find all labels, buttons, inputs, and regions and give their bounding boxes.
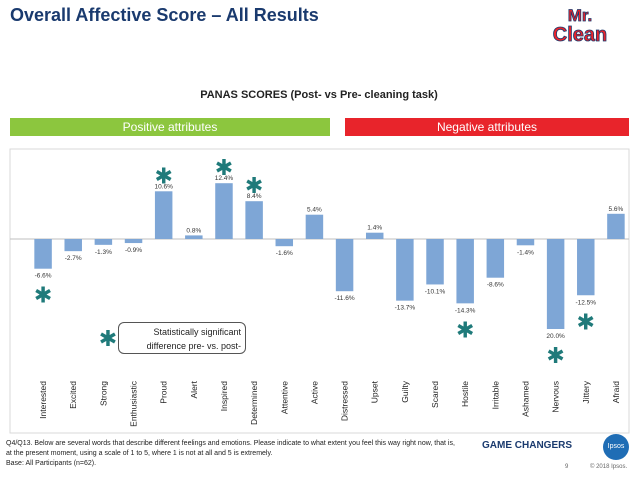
significance-marker: ✱ xyxy=(245,174,263,199)
category-label: Interested xyxy=(38,381,48,419)
bar xyxy=(546,239,565,329)
bar xyxy=(124,239,143,244)
category-label: Upset xyxy=(370,380,380,403)
data-label: 8.4% xyxy=(247,193,262,200)
data-label: -2.7% xyxy=(65,255,82,262)
bar xyxy=(607,213,625,239)
data-label: 12.4% xyxy=(215,175,234,182)
data-label: -8.6% xyxy=(487,282,504,289)
bar xyxy=(396,239,414,301)
data-label: -1.3% xyxy=(95,249,112,256)
category-label: Scared xyxy=(430,381,440,408)
data-label: -0.9% xyxy=(125,247,142,254)
copyright: © 2018 Ipsos. xyxy=(590,464,628,470)
category-label: Strong xyxy=(98,381,108,406)
bar xyxy=(275,239,294,247)
data-label: 20.0% xyxy=(546,333,565,340)
bar xyxy=(305,214,324,239)
page-number: 9 xyxy=(565,464,569,470)
category-label: Afraid xyxy=(611,381,621,403)
category-label: Determined xyxy=(249,381,259,425)
bar xyxy=(486,239,505,278)
significance-marker: ✱ xyxy=(215,156,233,181)
data-label: -13.7% xyxy=(395,305,416,312)
category-label: Alert xyxy=(189,380,199,398)
category-label: Proud xyxy=(159,381,169,404)
data-label: 5.6% xyxy=(609,206,624,213)
data-label: -12.5% xyxy=(575,299,596,306)
data-label: -1.6% xyxy=(276,250,293,257)
bar xyxy=(154,191,173,239)
footnote-base: Base: All Participants (n=62). xyxy=(6,460,97,467)
panas-bar-chart: -6.6% Interested ✱ -2.7% Excited -1.3% Strong -… xyxy=(9,148,630,434)
bar xyxy=(245,201,263,239)
positive-attributes-band: Positive attributes xyxy=(10,118,330,136)
logo-line2: Clean xyxy=(553,24,607,44)
logo-line1: Mr. xyxy=(568,6,593,25)
significance-marker: ✱ xyxy=(546,344,564,369)
footnote: Q4/Q13. Below are several words that des… xyxy=(6,439,456,469)
significance-legend-marker: ✱ xyxy=(99,327,117,352)
game-changers-brand: GAME CHANGERS xyxy=(482,440,573,451)
significance-note: Statistically significant difference pre… xyxy=(118,322,246,354)
category-label: Distressed xyxy=(340,381,350,421)
mr-clean-logo: Mr. Clean xyxy=(552,6,607,44)
bar xyxy=(335,239,354,292)
bar xyxy=(215,183,233,239)
negative-attributes-band: Negative attributes xyxy=(345,118,629,136)
category-label: Excited xyxy=(68,381,78,409)
significance-marker: ✱ xyxy=(34,284,52,309)
significance-marker: ✱ xyxy=(456,318,474,343)
bar xyxy=(185,235,203,239)
data-label: -10.1% xyxy=(425,288,446,295)
significance-marker: ✱ xyxy=(577,310,595,335)
ipsos-logo: Ipsos xyxy=(603,434,629,460)
category-label: Irritable xyxy=(490,381,500,410)
plot-frame xyxy=(9,148,630,434)
significance-note-text: Statistically significant difference pre… xyxy=(146,327,241,351)
bar xyxy=(426,239,444,285)
bar xyxy=(34,239,52,269)
category-label: Guilty xyxy=(400,380,410,402)
data-label: 0.8% xyxy=(186,227,201,234)
bar xyxy=(516,239,535,246)
category-label: Jittery xyxy=(581,380,591,403)
bar xyxy=(64,239,82,252)
significance-marker: ✱ xyxy=(154,164,172,189)
category-label: Enthusiastic xyxy=(129,380,139,427)
chart-title: PANAS SCORES (Post- vs Pre- cleaning tas… xyxy=(200,89,438,101)
bar xyxy=(365,232,384,239)
data-label: 1.4% xyxy=(367,225,382,232)
data-label: 5.4% xyxy=(307,207,322,214)
category-label: Nervous xyxy=(551,381,561,413)
category-label: Hostile xyxy=(460,381,470,407)
category-label: Attentive xyxy=(279,381,289,414)
bar xyxy=(94,239,113,245)
category-label: Inspired xyxy=(219,381,229,412)
data-label: -1.4% xyxy=(517,249,534,256)
data-label: -14.3% xyxy=(455,307,476,314)
bar xyxy=(456,239,474,304)
slide-title: Overall Affective Score – All Results xyxy=(10,5,319,25)
data-label: 10.6% xyxy=(154,183,173,190)
category-label: Active xyxy=(309,381,319,404)
data-label: -6.6% xyxy=(35,273,52,280)
footnote-question: Q4/Q13. Below are several words that des… xyxy=(6,440,455,457)
bar xyxy=(577,239,595,296)
category-label: Ashamed xyxy=(520,381,530,417)
data-label: -11.6% xyxy=(335,295,355,302)
